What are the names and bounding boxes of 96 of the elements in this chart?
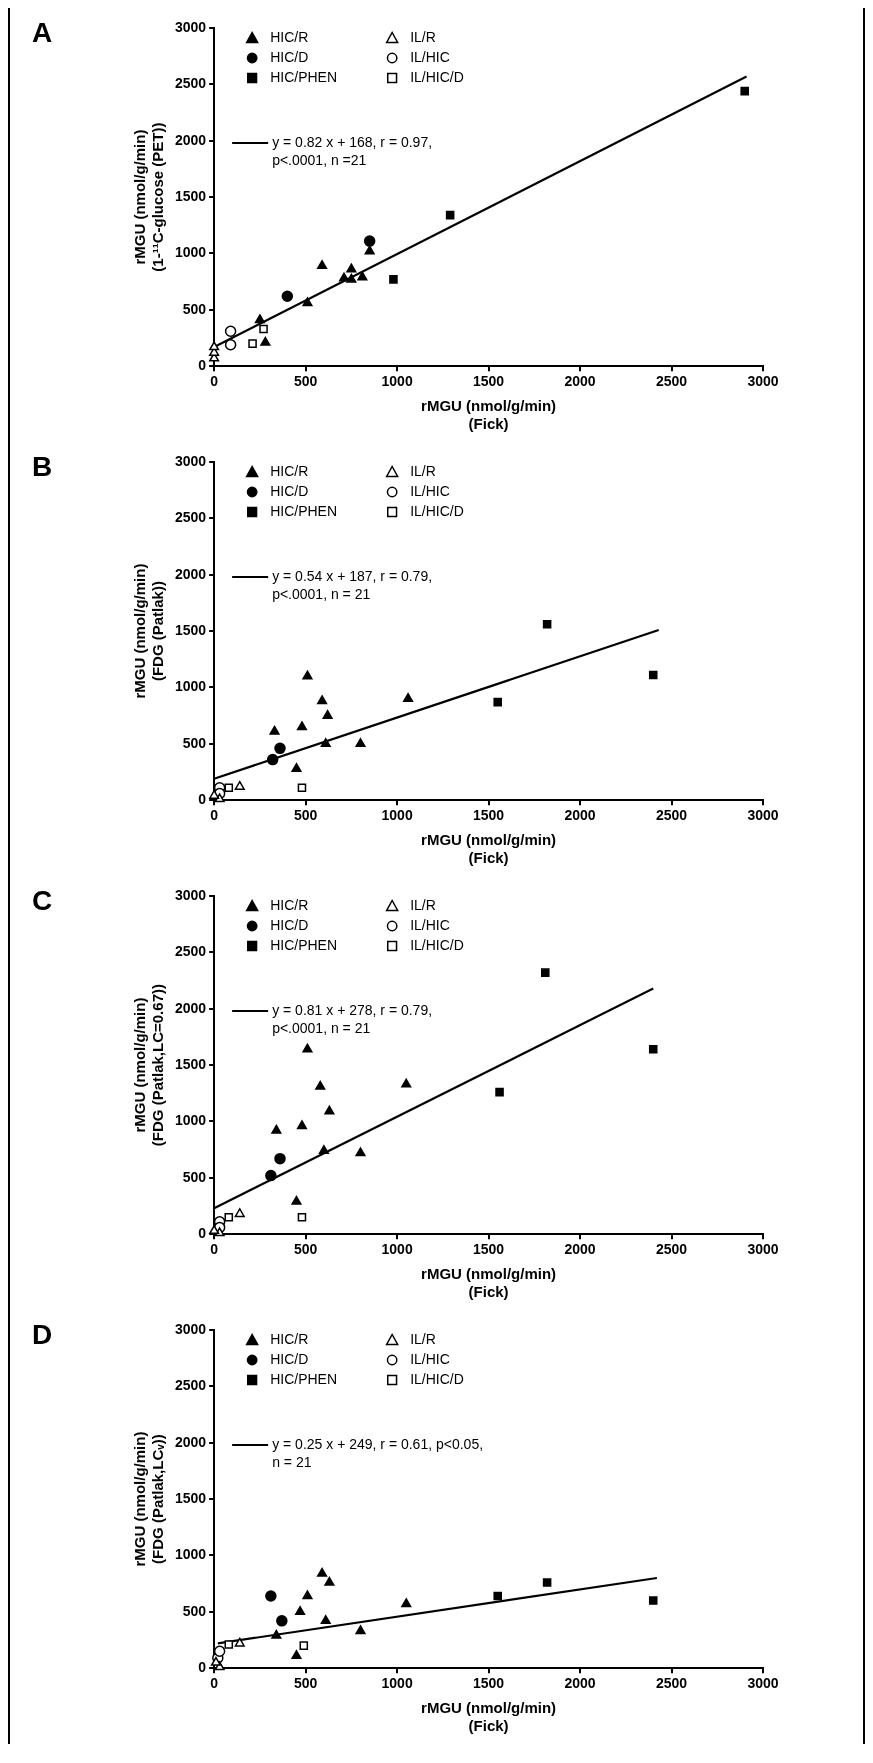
y-tick-label: 0 (198, 791, 207, 808)
x-tick-label: 1500 (472, 1241, 505, 1258)
y-tick-label: 2000 (174, 1433, 207, 1450)
x-tick-label: 0 (210, 807, 219, 824)
x-tick-label: 1500 (472, 373, 505, 390)
y-tick-label: 500 (182, 1602, 207, 1619)
legend-label: y = 0.25 x + 249, r = 0.61, p<0.05, n = 21 (272, 1435, 484, 1470)
legend-label: IL/R (410, 896, 436, 913)
y-tick-label: 1000 (174, 678, 207, 695)
legend-label: IL/HIC/D (410, 502, 464, 519)
x-tick-label: 0 (210, 373, 219, 390)
x-tick-label: 3000 (747, 373, 779, 390)
x-tick-label: 2500 (655, 1675, 688, 1692)
x-tick-label: 500 (293, 1675, 318, 1692)
legend-label: IL/HIC/D (410, 1370, 464, 1387)
y-tick-label: 2500 (174, 1377, 207, 1394)
y-tick-label: 2000 (174, 131, 207, 148)
y-tick-label: 2500 (174, 943, 207, 960)
legend-label: HIC/PHEN (270, 502, 338, 519)
y-tick-label: 0 (198, 357, 207, 374)
y-tick-label: 1500 (174, 1489, 207, 1506)
x-tick-label: 1000 (381, 373, 413, 390)
legend-label: IL/R (410, 28, 436, 45)
legend-label: HIC/R (270, 896, 309, 913)
y-tick-label: 500 (182, 1168, 207, 1185)
x-tick-label: 500 (293, 373, 318, 390)
y-tick-label: 3000 (174, 886, 207, 903)
y-tick-label: 3000 (174, 1320, 207, 1337)
y-tick-label: 500 (182, 300, 207, 317)
x-axis-title: rMGU (nmol/g/min) (Fick) (421, 397, 557, 433)
y-tick-label: 0 (198, 1659, 207, 1676)
chart-title: B (32, 450, 53, 482)
legend-label: HIC/PHEN (270, 68, 338, 85)
x-axis-title: rMGU (nmol/g/min) (Fick) (421, 1265, 557, 1301)
y-tick-label: 2000 (174, 999, 207, 1016)
x-tick-label: 1500 (472, 807, 505, 824)
y-tick-label: 1000 (174, 1112, 207, 1129)
x-tick-label: 0 (210, 1675, 219, 1692)
y-tick-label: 0 (198, 1225, 207, 1242)
y-tick-label: 1500 (174, 187, 207, 204)
legend-label: IL/HIC (410, 916, 450, 933)
x-tick-label: 2000 (564, 1241, 596, 1258)
x-tick-label: 3000 (747, 807, 779, 824)
y-tick-label: 1500 (174, 1055, 207, 1072)
y-tick-label: 1500 (174, 621, 207, 638)
legend-label: IL/R (410, 462, 436, 479)
x-tick-label: 2000 (564, 373, 596, 390)
legend-label: IL/HIC (410, 1350, 450, 1367)
y-axis-title: rMGU (nmol/g/min) (FDG (Patlak,LCᵥ)) (131, 1431, 167, 1567)
y-tick-label: 2500 (174, 75, 207, 92)
y-tick-label: 2000 (174, 565, 207, 582)
legend-label: IL/R (410, 1330, 436, 1347)
legend-label: HIC/R (270, 462, 309, 479)
x-tick-label: 1500 (472, 1675, 505, 1692)
x-tick-label: 2500 (655, 807, 688, 824)
legend-label: HIC/D (270, 48, 309, 65)
x-tick-label: 2500 (655, 1241, 688, 1258)
x-tick-label: 0 (210, 1241, 219, 1258)
x-axis-title: rMGU (nmol/g/min) (Fick) (421, 1699, 557, 1735)
x-tick-label: 3000 (747, 1241, 779, 1258)
legend-label: IL/HIC/D (410, 68, 464, 85)
y-axis-title: rMGU (nmol/g/min) (FDG (Patlak,LC=0.67)) (131, 984, 167, 1147)
legend-label: IL/HIC/D (410, 936, 464, 953)
legend-label: y = 0.82 x + 168, r = 0.97, p<.0001, n =21 (272, 133, 433, 168)
legend-label: HIC/D (270, 1350, 309, 1367)
y-tick-label: 3000 (174, 18, 207, 35)
x-tick-label: 1000 (381, 807, 413, 824)
x-tick-label: 2000 (564, 1675, 596, 1692)
legend-label: HIC/PHEN (270, 1370, 338, 1387)
legend-label: y = 0.81 x + 278, r = 0.79, p<.0001, n = 21 (272, 1001, 433, 1036)
legend-label: IL/HIC (410, 482, 450, 499)
legend-label: HIC/D (270, 482, 309, 499)
y-tick-label: 2500 (174, 509, 207, 526)
legend-label: y = 0.54 x + 187, r = 0.79, p<.0001, n = 21 (272, 567, 433, 602)
x-tick-label: 1000 (381, 1675, 413, 1692)
y-axis-title: rMGU (nmol/g/min) (1-¹¹C-glucose (PET)) (131, 122, 167, 272)
chart-title: C (32, 884, 53, 916)
legend-label: HIC/D (270, 916, 309, 933)
legend-label: HIC/PHEN (270, 936, 338, 953)
x-tick-label: 3000 (747, 1675, 779, 1692)
x-axis-title: rMGU (nmol/g/min) (Fick) (421, 831, 557, 867)
x-tick-label: 1000 (381, 1241, 413, 1258)
y-tick-label: 3000 (174, 452, 207, 469)
chart-title: D (32, 1318, 53, 1350)
legend-label: HIC/R (270, 28, 309, 45)
x-tick-label: 500 (293, 807, 318, 824)
y-tick-label: 1000 (174, 244, 207, 261)
x-tick-label: 2000 (564, 807, 596, 824)
y-tick-label: 500 (182, 734, 207, 751)
y-tick-label: 1000 (174, 1546, 207, 1563)
legend-label: HIC/R (270, 1330, 309, 1347)
legend-label: IL/HIC (410, 48, 450, 65)
y-axis-title: rMGU (nmol/g/min) (FDG (Patlak)) (131, 563, 167, 699)
x-tick-label: 500 (293, 1241, 318, 1258)
x-tick-label: 2500 (655, 373, 688, 390)
chart-title: A (32, 16, 53, 48)
